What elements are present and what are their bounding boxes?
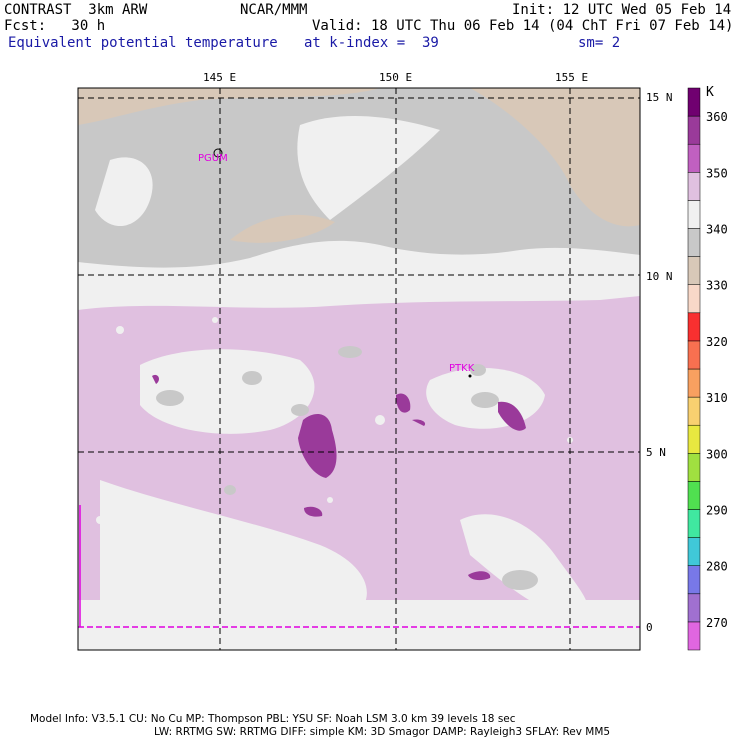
station-label-ptkk: PTKK xyxy=(449,363,475,374)
station-marker-ptkk xyxy=(468,374,472,378)
lat-label-0: 0 xyxy=(646,621,653,634)
colorbar-swatch xyxy=(687,621,701,651)
colorbar-label: 330 xyxy=(706,279,728,293)
org-label: NCAR/MMM xyxy=(240,2,308,18)
model-title: CONTRAST 3km ARW xyxy=(4,2,148,18)
colorbar-swatch xyxy=(687,368,701,398)
colorbar-swatch xyxy=(687,143,701,173)
valid-time: Valid: 18 UTC Thu 06 Feb 14 (04 ChT Fri … xyxy=(312,18,734,34)
colorbar-swatch xyxy=(687,115,701,145)
colorbar-label: 340 xyxy=(706,223,728,237)
colorbar-swatch xyxy=(687,172,701,201)
colorbar-label: 290 xyxy=(706,504,728,518)
colorbar-swatch xyxy=(687,424,701,454)
colorbar xyxy=(687,87,701,651)
colorbar-swatch xyxy=(687,396,701,426)
colorbar-label: 300 xyxy=(706,447,728,461)
colorbar-swatch xyxy=(687,509,701,538)
colorbar-label: 270 xyxy=(706,616,728,630)
colorbar-swatch xyxy=(687,593,701,623)
colorbar-label: 360 xyxy=(706,110,728,124)
colorbar-swatch xyxy=(687,284,701,314)
colorbar-swatch xyxy=(687,87,701,117)
lon-label-155: 155 E xyxy=(555,71,589,84)
colorbar-unit: K xyxy=(706,85,714,100)
map-border xyxy=(77,87,641,651)
field-name: Equivalent potential temperature xyxy=(8,35,278,51)
colorbar-swatch xyxy=(687,200,701,229)
station-marker-pgum xyxy=(213,148,223,158)
footer-physics-info: LW: RRTMG SW: RRTMG DIFF: simple KM: 3D … xyxy=(154,726,610,738)
colorbar-label: 350 xyxy=(706,166,728,180)
lon-label-150: 150 E xyxy=(379,71,413,84)
footer-model-info: Model Info: V3.5.1 CU: No Cu MP: Thompso… xyxy=(30,713,516,725)
colorbar-swatch xyxy=(687,565,701,595)
lon-label-145: 145 E xyxy=(203,71,237,84)
lat-label-5n: 5 N xyxy=(646,446,666,459)
colorbar-swatch xyxy=(687,340,701,370)
colorbar-swatch xyxy=(687,312,701,342)
smoothing-info: sm= 2 xyxy=(578,35,621,51)
lat-label-15n: 15 N xyxy=(646,91,673,104)
colorbar-swatch xyxy=(687,228,701,257)
station-label-pgum: PGUM xyxy=(198,153,228,164)
colorbar-swatch xyxy=(687,453,701,482)
map-field xyxy=(78,88,640,650)
level-info: at k-index = 39 xyxy=(304,35,439,51)
colorbar-swatch xyxy=(687,256,701,285)
lat-lon-grid xyxy=(78,88,640,650)
colorbar-swatch xyxy=(687,481,701,510)
colorbar-label: 280 xyxy=(706,560,728,574)
lat-label-10n: 10 N xyxy=(646,270,673,283)
colorbar-swatch xyxy=(687,537,701,566)
colorbar-label: 320 xyxy=(706,335,728,349)
colorbar-label: 310 xyxy=(706,391,728,405)
init-time: Init: 12 UTC Wed 05 Feb 14 xyxy=(512,2,732,18)
forecast-hour: Fcst: 30 h xyxy=(4,18,106,34)
